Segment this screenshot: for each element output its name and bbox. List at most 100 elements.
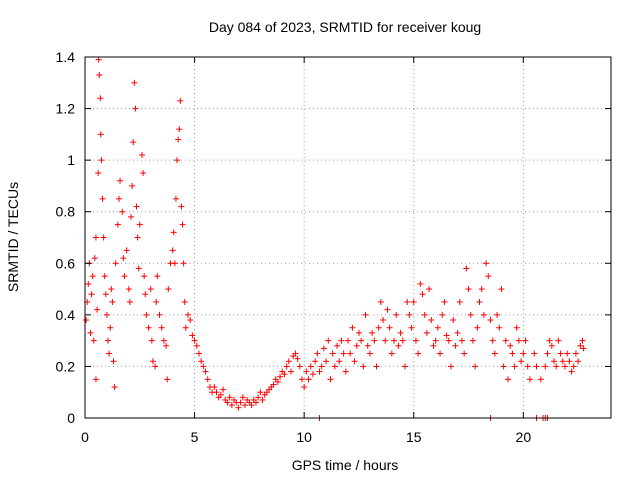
data-point — [191, 337, 198, 344]
data-point — [85, 280, 92, 287]
data-point — [522, 337, 529, 344]
points-layer — [83, 56, 587, 421]
data-point — [524, 363, 531, 370]
data-point — [288, 368, 295, 375]
data-point — [553, 363, 560, 370]
data-point — [450, 317, 457, 324]
data-point — [115, 195, 122, 202]
data-point — [316, 368, 323, 375]
y-tick-label: 0.2 — [56, 358, 76, 374]
data-point — [388, 350, 395, 357]
data-point — [143, 311, 150, 318]
data-point — [97, 95, 104, 102]
data-point — [294, 355, 301, 362]
data-point — [174, 157, 181, 164]
data-point — [380, 317, 387, 324]
data-point — [106, 350, 113, 357]
data-point — [542, 363, 549, 370]
data-point — [305, 376, 312, 383]
data-point — [213, 389, 220, 396]
data-point — [401, 363, 408, 370]
data-point — [458, 337, 465, 344]
data-point — [327, 376, 334, 383]
data-point — [95, 56, 102, 63]
data-point — [397, 329, 404, 336]
data-point — [515, 337, 522, 344]
data-point — [557, 350, 564, 357]
data-point — [296, 363, 303, 370]
data-point — [252, 399, 259, 406]
data-point — [111, 384, 118, 391]
data-point — [89, 273, 96, 280]
data-point — [494, 311, 501, 318]
data-point — [504, 376, 511, 383]
data-point — [476, 298, 483, 305]
data-point — [149, 358, 156, 365]
data-point — [437, 350, 444, 357]
data-point — [423, 329, 430, 336]
data-point — [180, 260, 187, 267]
data-point — [415, 350, 422, 357]
data-point — [177, 97, 184, 104]
data-point — [570, 363, 577, 370]
data-point — [419, 291, 426, 298]
data-point — [323, 358, 330, 365]
data-point — [224, 399, 231, 406]
data-point — [564, 350, 571, 357]
data-point — [108, 286, 115, 293]
data-point — [347, 350, 354, 357]
data-point — [336, 358, 343, 365]
data-point — [309, 371, 316, 378]
data-point — [456, 298, 463, 305]
data-point — [165, 286, 172, 293]
data-point — [404, 298, 411, 305]
data-point — [353, 342, 360, 349]
data-point — [579, 337, 586, 344]
data-point — [384, 306, 391, 313]
data-point — [175, 136, 182, 143]
data-point — [105, 337, 112, 344]
data-point — [485, 273, 492, 280]
data-point — [235, 404, 242, 411]
data-point — [169, 247, 176, 254]
data-point — [377, 298, 384, 305]
data-point — [110, 358, 117, 365]
data-point — [94, 306, 101, 313]
data-point — [351, 358, 358, 365]
data-point — [369, 329, 376, 336]
data-point — [185, 311, 192, 318]
data-point — [158, 324, 165, 331]
data-point — [454, 329, 461, 336]
data-point — [382, 337, 389, 344]
data-point — [338, 337, 345, 344]
data-point — [320, 345, 327, 352]
data-point — [88, 291, 95, 298]
data-point — [228, 402, 235, 409]
data-point — [303, 368, 310, 375]
data-point — [152, 363, 159, 370]
data-point — [568, 368, 575, 375]
data-point — [138, 151, 145, 158]
data-point — [520, 350, 527, 357]
data-point — [314, 350, 321, 357]
data-point — [417, 280, 424, 287]
data-point — [430, 342, 437, 349]
data-point — [202, 368, 209, 375]
data-point — [448, 363, 455, 370]
data-point — [92, 234, 99, 241]
data-point — [537, 376, 544, 383]
data-point — [255, 394, 262, 401]
data-point — [428, 317, 435, 324]
data-point — [445, 337, 452, 344]
data-point — [360, 363, 367, 370]
data-point — [131, 79, 138, 86]
data-point — [342, 368, 349, 375]
data-point — [443, 332, 450, 339]
data-point — [147, 286, 154, 293]
data-point — [187, 317, 194, 324]
data-point — [90, 337, 97, 344]
data-point — [114, 221, 121, 228]
data-point — [395, 342, 402, 349]
data-point — [566, 358, 573, 365]
